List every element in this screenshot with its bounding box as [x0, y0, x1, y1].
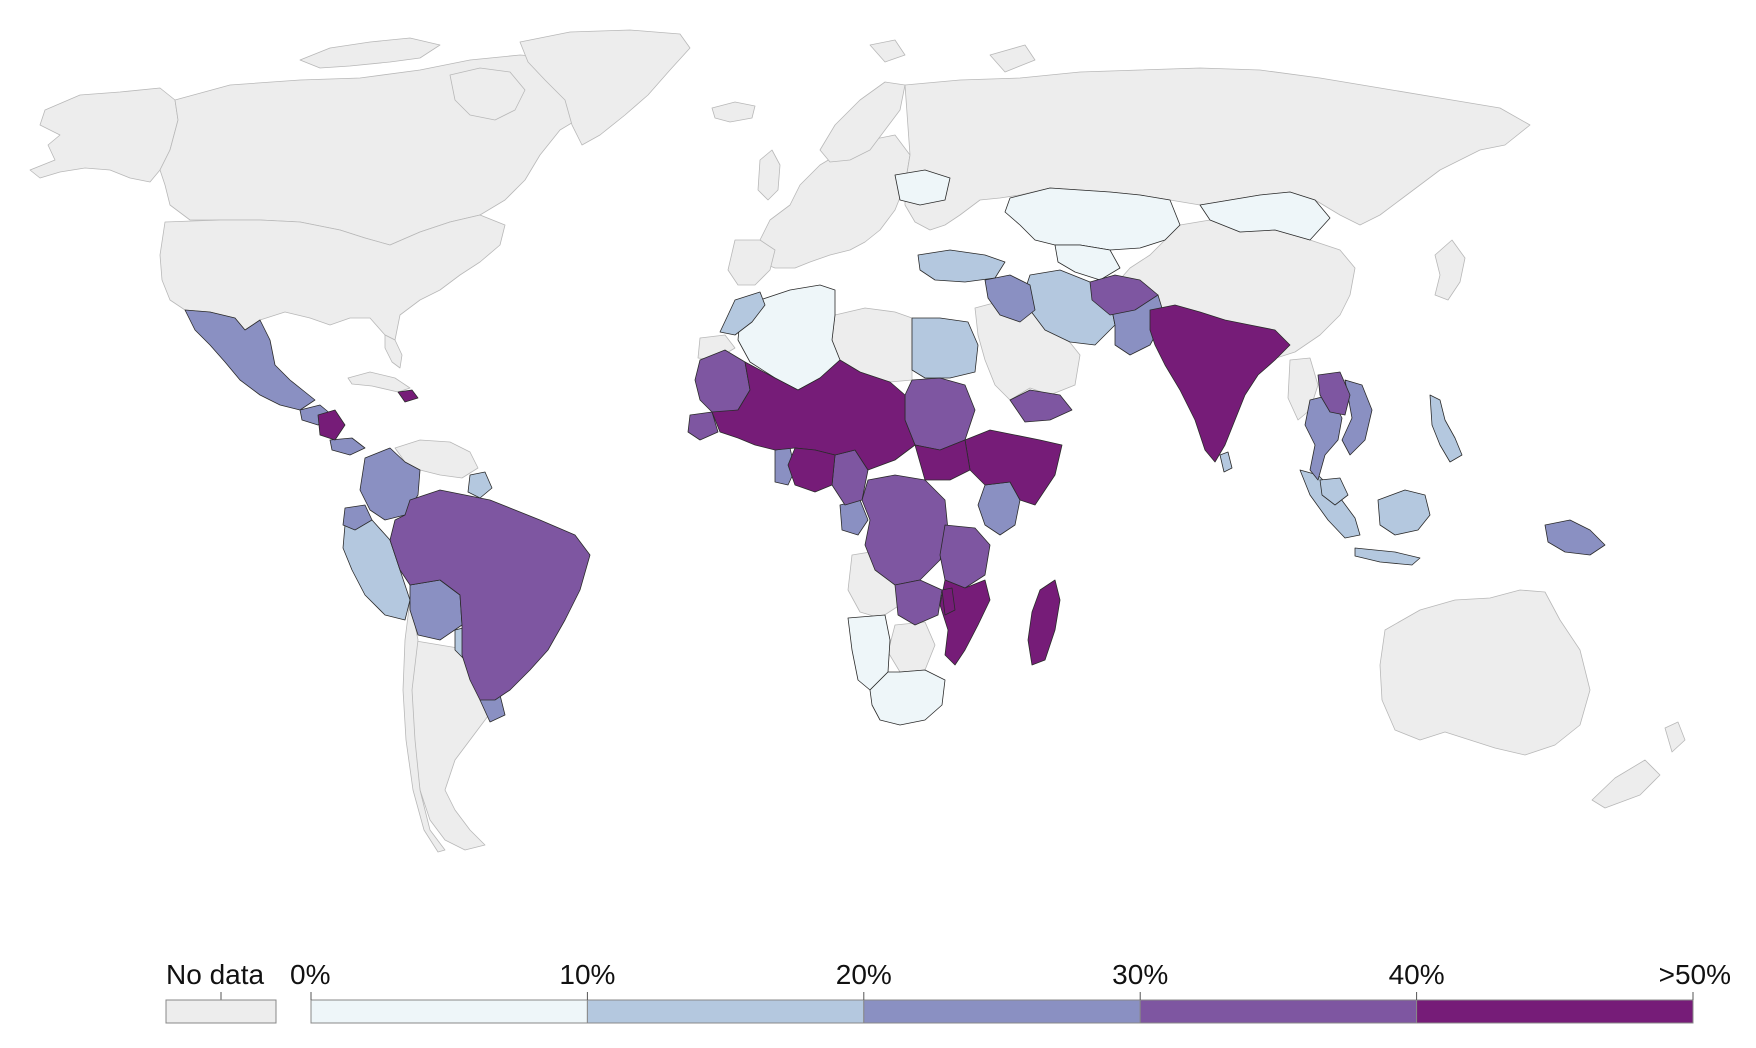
land-novaya-zemlya [989, 44, 1036, 73]
region-madagascar [1027, 579, 1061, 666]
region-sri-lanka [1219, 451, 1233, 473]
legend-bin-0 [310, 999, 588, 1024]
legend-color-bins [310, 999, 1694, 1024]
land-botswana [887, 621, 936, 673]
region-mexico [184, 309, 316, 411]
land-scandinavia [819, 81, 906, 163]
land-new-zealand [1664, 721, 1686, 753]
region-panama [329, 437, 366, 456]
bin-20-30 [184, 274, 1606, 723]
land-russia [904, 67, 1531, 231]
land-baffin [449, 67, 526, 121]
legend-no-data-swatch [165, 999, 277, 1024]
land-svalbard [869, 39, 906, 63]
legend-tick-labels: 0% 10% 20% 30% 40% >50% [290, 959, 1731, 1000]
region-peru [342, 519, 411, 621]
region-papua-new-guinea [1544, 519, 1606, 556]
legend: No data 0% 10% 20% 30% 40% >50% [165, 959, 1731, 1024]
bin-40-50 [317, 304, 1291, 666]
no-data-regions [29, 29, 1686, 853]
legend-bin-4 [1416, 999, 1694, 1024]
legend-tick-label-0: 0% [290, 959, 330, 990]
region-nigeria [787, 447, 836, 493]
bin-0-10 [737, 169, 1331, 726]
region-haiti [397, 389, 419, 403]
region-kazakhstan [1004, 187, 1181, 251]
land-canada [159, 54, 611, 246]
legend-bin-1 [586, 999, 865, 1024]
region-uzbekistan [1054, 244, 1121, 281]
land-uk [757, 149, 781, 201]
land-arctic-islands [299, 37, 441, 69]
region-india [1149, 304, 1291, 463]
region-malawi [941, 587, 956, 616]
region-indonesia-java [1354, 547, 1421, 566]
region-south-sudan [914, 439, 971, 481]
region-mali-niger-chad [711, 359, 916, 471]
region-ecuador [342, 504, 373, 531]
region-yemen [1009, 389, 1073, 423]
legend-bin-2 [863, 999, 1141, 1024]
land-florida [384, 334, 403, 369]
region-philippines [1429, 394, 1463, 463]
region-brazil [389, 489, 591, 701]
land-new-zealand-s [1591, 759, 1661, 809]
land-cuba [347, 371, 411, 393]
region-tanzania [939, 524, 991, 589]
region-suriname [467, 471, 493, 499]
region-algeria [737, 284, 841, 391]
region-vietnam [1341, 379, 1373, 456]
bin-30-40 [389, 274, 1351, 701]
region-turkey [917, 249, 1006, 283]
legend-tick-label-2: 20% [836, 959, 892, 990]
land-australia [1379, 589, 1591, 756]
legend-tick-label-3: 30% [1112, 959, 1168, 990]
region-drc [861, 474, 949, 586]
legend-tick-label-1: 10% [559, 959, 615, 990]
region-mongolia [1199, 191, 1331, 241]
land-iberia [727, 239, 776, 286]
region-south-africa [869, 669, 946, 726]
region-kenya [977, 481, 1021, 536]
legend-no-data-label: No data [166, 959, 264, 990]
region-zambia [894, 579, 943, 626]
land-greenland [519, 29, 691, 146]
land-chile [402, 599, 446, 853]
region-laos [1317, 371, 1351, 416]
region-senegal [687, 411, 719, 441]
region-ukraine [894, 169, 951, 206]
region-morocco [719, 291, 766, 336]
land-alaska [29, 87, 179, 183]
land-japan [1434, 239, 1466, 301]
region-nicaragua [317, 409, 346, 441]
region-indonesia-borneo [1377, 489, 1431, 536]
region-malaysia [1319, 477, 1349, 506]
region-egypt [911, 317, 979, 379]
legend-tick-label-5: >50% [1659, 959, 1731, 990]
region-ethiopia-somalia [964, 429, 1063, 506]
legend-tick-label-4: 40% [1389, 959, 1445, 990]
region-afghanistan [1089, 274, 1159, 316]
land-iceland [711, 101, 756, 123]
region-sudan [904, 377, 976, 451]
legend-bin-3 [1139, 999, 1418, 1024]
region-iraq [984, 274, 1036, 323]
